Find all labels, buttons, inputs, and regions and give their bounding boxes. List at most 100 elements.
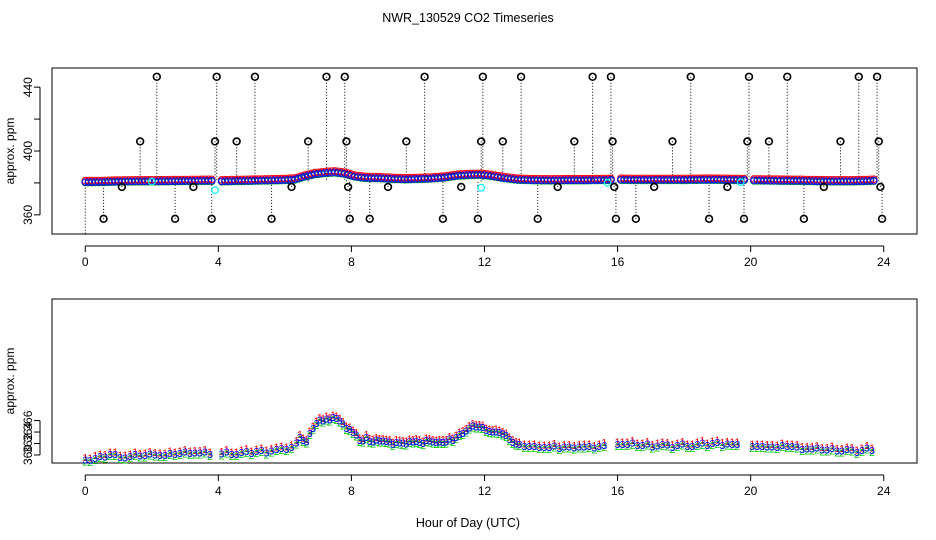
bottom-point-series-3: 3 — [854, 447, 860, 459]
bottom-point-series-3: 3 — [294, 437, 300, 449]
bottom-point-series-1: 1 — [380, 433, 386, 445]
bottom-point-series-3: 3 — [393, 437, 399, 449]
bottom-point-series-2: 2 — [187, 450, 193, 462]
bottom-point-series-2: 2 — [480, 424, 486, 436]
bottom-point-series-3: 3 — [137, 450, 143, 462]
bottom-point-series-3: 3 — [317, 415, 323, 427]
bottom-point-series-3: 3 — [480, 422, 486, 434]
bottom-point-series-1: 1 — [794, 439, 800, 451]
bottom-point-series-3: 3 — [809, 444, 815, 456]
bottom-point-series-2: 2 — [625, 441, 631, 453]
bottom-point-series-3: 3 — [734, 439, 740, 451]
bottom-point-series-2: 2 — [162, 452, 168, 464]
bottom-point-series-1: 1 — [556, 440, 562, 452]
bottom-point-series-3: 3 — [551, 441, 557, 453]
bottom-point-series-3: 3 — [324, 413, 330, 425]
bottom-point-series-3: 3 — [483, 425, 489, 437]
bottom-point-series-1: 1 — [645, 436, 651, 448]
top-outlier-point — [631, 214, 641, 224]
top-outlier-point — [340, 72, 349, 81]
bottom-point-series-1: 1 — [192, 445, 198, 457]
bottom-point-series-2: 2 — [320, 418, 326, 430]
bottom-y-tick-label: 366 — [21, 410, 35, 430]
bottom-point-series-2: 2 — [493, 428, 499, 440]
bottom-point-series-3: 3 — [380, 435, 386, 447]
bottom-point-series-1: 1 — [122, 450, 128, 462]
bottom-point-series-2: 2 — [373, 436, 379, 448]
top-outlier-point — [287, 182, 296, 192]
bottom-point-series-3: 3 — [774, 442, 780, 454]
top-x-axis: 0 4 8 12 16 20 24 — [82, 245, 891, 269]
bottom-point-series-2: 2 — [367, 438, 373, 450]
bottom-point-series-1: 1 — [373, 432, 379, 444]
bottom-point-series-1: 1 — [694, 436, 700, 448]
bottom-point-series-2: 2 — [117, 454, 123, 466]
bottom-point-series-1: 1 — [854, 444, 860, 456]
top-outlier-point — [342, 137, 351, 146]
bottom-point-series-3: 3 — [187, 448, 193, 460]
bottom-point-series-2: 2 — [689, 443, 695, 455]
bottom-point-series-2: 2 — [87, 457, 93, 469]
bottom-point-series-3: 3 — [849, 445, 855, 457]
top-outlier-point — [819, 182, 829, 192]
bottom-point-series-3: 3 — [814, 442, 820, 454]
top-outlier-point — [723, 182, 732, 192]
bottom-point-series-1: 1 — [370, 434, 376, 446]
bottom-point-series-2: 2 — [854, 449, 860, 461]
bottom-point-series-2: 2 — [152, 452, 158, 464]
bottom-point-series-1: 1 — [102, 449, 108, 461]
bottom-point-series-3: 3 — [460, 428, 466, 440]
bottom-point-series-3: 3 — [694, 439, 700, 451]
top-plot-frame — [51, 67, 918, 235]
bottom-point-series-2: 2 — [645, 441, 651, 453]
bottom-point-series-1: 1 — [819, 442, 825, 454]
bottom-point-series-1: 1 — [460, 425, 466, 437]
bottom-point-series-3: 3 — [586, 441, 592, 453]
bottom-point-series-2: 2 — [591, 444, 597, 456]
bottom-point-series-1: 1 — [297, 429, 303, 441]
bottom-point-series-1: 1 — [493, 424, 499, 436]
bottom-point-series-2: 2 — [297, 434, 303, 446]
bottom-point-series-1: 1 — [526, 438, 532, 450]
bottom-point-series-1: 1 — [546, 439, 552, 451]
bottom-point-series-3: 3 — [680, 439, 686, 451]
bottom-point-series-3: 3 — [367, 436, 373, 448]
bottom-point-series-1: 1 — [207, 447, 213, 459]
bottom-point-series-1: 1 — [340, 416, 346, 428]
top-y-axis-label: approx. ppm — [3, 118, 17, 185]
bottom-point-series-2: 2 — [363, 434, 369, 446]
top-outlier-point — [516, 72, 526, 81]
bottom-point-series-2: 2 — [192, 450, 198, 462]
bottom-point-series-3: 3 — [556, 443, 562, 455]
bottom-point-series-1: 1 — [420, 435, 426, 447]
bottom-point-series-1: 1 — [97, 448, 103, 460]
top-outlier-point — [686, 72, 695, 81]
bottom-point-series-2: 2 — [571, 445, 577, 457]
bottom-point-series-1: 1 — [490, 424, 496, 436]
bottom-point-series-3: 3 — [581, 441, 587, 453]
top-outlier-point — [533, 214, 542, 224]
bottom-point-series-1: 1 — [829, 441, 835, 453]
bottom-point-series-3: 3 — [427, 435, 433, 447]
bottom-point-series-1: 1 — [440, 434, 446, 446]
bottom-point-series-2: 2 — [289, 444, 295, 456]
bottom-point-series-3: 3 — [152, 450, 158, 462]
bottom-point-series-3: 3 — [453, 432, 459, 444]
bottom-point-series-1: 1 — [224, 444, 230, 456]
bottom-point-series-1: 1 — [620, 436, 626, 448]
bottom-y-axis-label: approx. ppm — [3, 348, 17, 415]
bottom-point-series-1: 1 — [799, 441, 805, 453]
bottom-point-series-1: 1 — [447, 431, 453, 443]
bottom-point-series-3: 3 — [447, 434, 453, 446]
bottom-point-series-1: 1 — [387, 434, 393, 446]
bottom-point-series-1: 1 — [513, 436, 519, 448]
bottom-point-series-1: 1 — [665, 437, 671, 449]
bottom-point-series-3: 3 — [829, 443, 835, 455]
bottom-point-series-1: 1 — [132, 447, 138, 459]
bottom-point-series-3: 3 — [625, 439, 631, 451]
bottom-point-series-3: 3 — [516, 439, 522, 451]
top-outlier-point — [345, 214, 354, 224]
bottom-point-series-3: 3 — [343, 423, 349, 435]
bottom-point-series-3: 3 — [310, 423, 316, 435]
